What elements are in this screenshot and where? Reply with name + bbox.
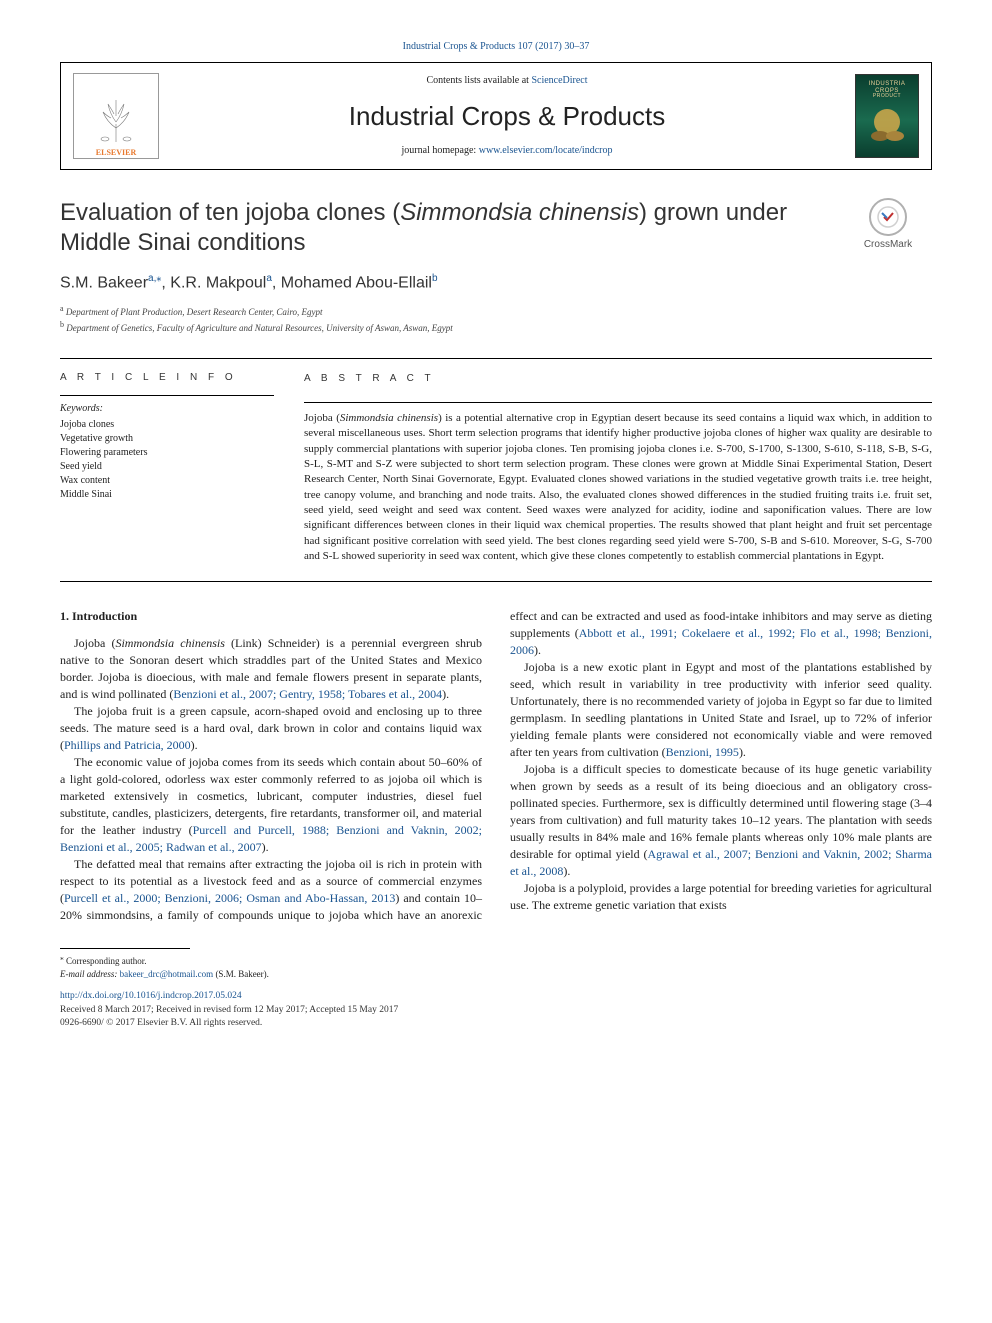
body-p2b: ). (191, 738, 198, 752)
body-p6: Jojoba is a difficult species to domesti… (510, 761, 932, 880)
author-3: Mohamed Abou-Ellail (281, 274, 432, 291)
body-p3: The economic value of jojoba comes from … (60, 754, 482, 856)
corresponding-author-note: ⁎ Corresponding author. (60, 953, 932, 968)
authors-line: S.M. Bakeera,⁎, K.R. Makpoula, Mohamed A… (60, 272, 932, 295)
received-line: Received 8 March 2017; Received in revis… (60, 1004, 932, 1017)
journal-homepage: journal homepage: www.elsevier.com/locat… (159, 144, 855, 158)
corr-text: Corresponding author. (64, 956, 147, 966)
elsevier-logo: ELSEVIER (73, 73, 159, 159)
body-p5: Jojoba is a new exotic plant in Egypt an… (510, 659, 932, 761)
abstract-p1a: Jojoba ( (304, 412, 340, 424)
article-info-sidebar: A R T I C L E I N F O Keywords: Jojoba c… (60, 371, 274, 565)
title-prefix: Evaluation of ten jojoba clones ( (60, 199, 400, 226)
abstract-species: Simmondsia chinensis (340, 412, 438, 424)
sciencedirect-link[interactable]: ScienceDirect (531, 75, 587, 86)
crossmark-icon (869, 198, 907, 236)
elsevier-label: ELSEVIER (96, 147, 136, 158)
email-label: E-mail address: (60, 969, 120, 979)
ref-benzioni-2007[interactable]: Benzioni et al., 2007; Gentry, 1958; Tob… (173, 687, 442, 701)
homepage-prefix: journal homepage: (402, 145, 479, 156)
top-citation: Industrial Crops & Products 107 (2017) 3… (60, 40, 932, 54)
author-1: S.M. Bakeer (60, 274, 148, 291)
intro-heading: 1. Introduction (60, 608, 482, 625)
body-p5b: ). (739, 745, 746, 759)
body-p2: The jojoba fruit is a green capsule, aco… (60, 703, 482, 754)
title-species: Simmondsia chinensis (400, 199, 639, 226)
abstract-p1b: ) is a potential alternative crop in Egy… (304, 412, 932, 563)
citation-link[interactable]: Industrial Crops & Products 107 (2017) 3… (403, 41, 590, 52)
elsevier-tree-icon (93, 94, 139, 144)
footer: ⁎ Corresponding author. E-mail address: … (60, 948, 932, 1030)
author-2: K.R. Makpoul (170, 274, 266, 291)
author-sep-1: , (161, 274, 170, 291)
ref-benzioni-1995[interactable]: Benzioni, 1995 (666, 745, 739, 759)
body-p3b: ). (262, 840, 269, 854)
abstract-block: A B S T R A C T Jojoba (Simmondsia chine… (304, 371, 932, 565)
contents-line: Contents lists available at ScienceDirec… (159, 74, 855, 88)
body-p1a: Jojoba ( (74, 636, 115, 650)
keyword-4: Seed yield (60, 460, 274, 474)
ref-purcell-2000[interactable]: Purcell et al., 2000; Benzioni, 2006; Os… (64, 891, 395, 905)
body-p4c: ). (534, 643, 541, 657)
footer-rule (60, 948, 190, 949)
affiliation-a: a Department of Plant Production, Desert… (60, 303, 932, 320)
homepage-link[interactable]: www.elsevier.com/locate/indcrop (479, 145, 613, 156)
cover-title-3: PRODUCT (873, 94, 901, 100)
body-p7: Jojoba is a polyploid, provides a large … (510, 880, 932, 914)
crossmark-badge[interactable]: CrossMark (844, 198, 932, 252)
keyword-5: Wax content (60, 474, 274, 488)
email-line: E-mail address: bakeer_drc@hotmail.com (… (60, 968, 932, 981)
body-text: 1. Introduction Jojoba (Simmondsia chine… (60, 608, 932, 925)
ref-phillips-2000[interactable]: Phillips and Patricia, 2000 (64, 738, 191, 752)
masthead-center: Contents lists available at ScienceDirec… (159, 74, 855, 158)
abstract-text: Jojoba (Simmondsia chinensis) is a poten… (304, 411, 932, 565)
body-p1-species: Simmondsia chinensis (115, 636, 224, 650)
author-3-aff[interactable]: b (432, 273, 438, 284)
keyword-2: Vegetative growth (60, 432, 274, 446)
aff-a-text: Department of Plant Production, Desert R… (64, 307, 323, 317)
journal-cover-thumbnail: INDUSTRIA CROPS PRODUCT (855, 74, 919, 158)
keyword-6: Middle Sinai (60, 488, 274, 502)
masthead: ELSEVIER Contents lists available at Sci… (60, 62, 932, 170)
keywords-label: Keywords: (60, 402, 274, 416)
journal-name: Industrial Crops & Products (159, 98, 855, 134)
aff-b-text: Department of Genetics, Faculty of Agric… (64, 323, 453, 333)
doi-link[interactable]: http://dx.doi.org/10.1016/j.indcrop.2017… (60, 991, 242, 1001)
author-sep-2: , (272, 274, 281, 291)
body-p1c: ). (442, 687, 449, 701)
keyword-1: Jojoba clones (60, 418, 274, 432)
body-p1: Jojoba (Simmondsia chinensis (Link) Schn… (60, 635, 482, 703)
abstract-heading: A B S T R A C T (304, 372, 932, 386)
contents-prefix: Contents lists available at (426, 75, 531, 86)
article-title: Evaluation of ten jojoba clones (Simmond… (60, 198, 830, 258)
affiliations: a Department of Plant Production, Desert… (60, 303, 932, 336)
copyright-line: 0926-6690/ © 2017 Elsevier B.V. All righ… (60, 1017, 932, 1030)
crossmark-label: CrossMark (844, 238, 932, 252)
body-p6b: ). (563, 864, 570, 878)
email-owner: (S.M. Bakeer). (213, 969, 269, 979)
affiliation-b: b Department of Genetics, Faculty of Agr… (60, 319, 932, 336)
keyword-3: Flowering parameters (60, 446, 274, 460)
cover-art-icon (865, 104, 909, 144)
article-info-heading: A R T I C L E I N F O (60, 371, 274, 385)
cover-title-1: INDUSTRIA (869, 81, 906, 88)
email-link[interactable]: bakeer_drc@hotmail.com (120, 969, 214, 979)
